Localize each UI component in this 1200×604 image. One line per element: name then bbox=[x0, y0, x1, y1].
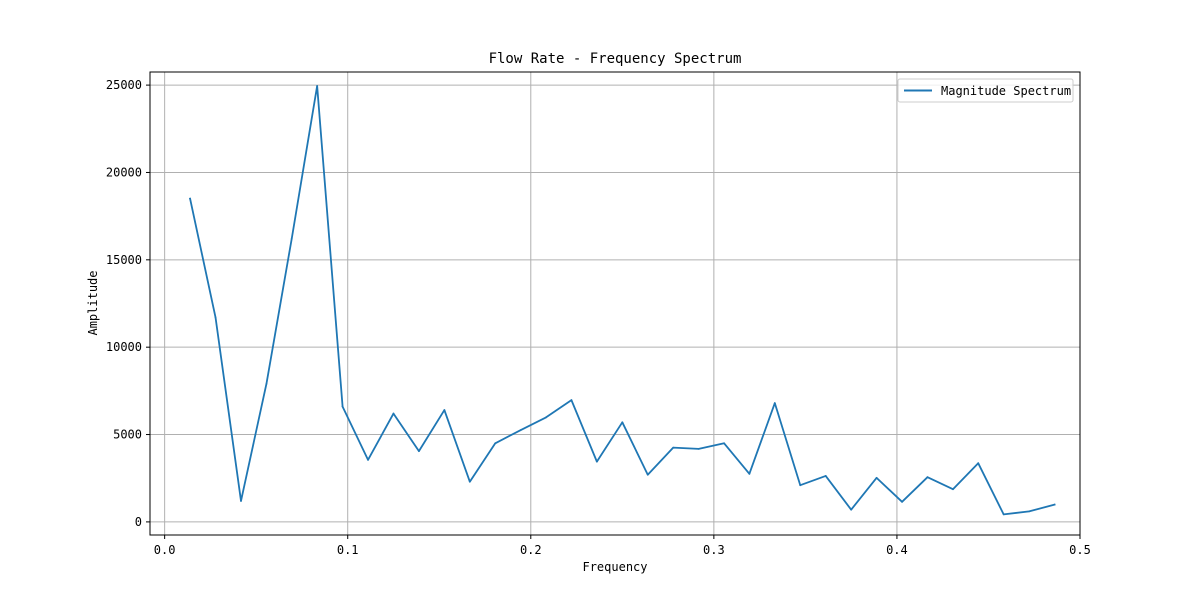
data-point bbox=[468, 480, 471, 483]
data-point bbox=[545, 416, 547, 419]
x-tick-label: 0.1 bbox=[337, 543, 359, 557]
x-tick-label: 0.4 bbox=[886, 543, 908, 557]
data-point bbox=[875, 476, 878, 479]
data-point bbox=[418, 450, 420, 453]
data-point bbox=[570, 399, 573, 402]
x-tick-label: 0.0 bbox=[154, 543, 176, 557]
data-point bbox=[748, 472, 751, 475]
y-tick-label: 25000 bbox=[106, 78, 142, 92]
data-point bbox=[672, 446, 675, 449]
tick-layer: 0.0 0.1 0.2 0.3 0.4 0.5 0 5000 10000 15000 20000 25… bbox=[106, 78, 1091, 557]
data-point bbox=[240, 500, 242, 502]
x-axis-label: Frequency bbox=[582, 560, 647, 574]
y-tick-label: 0 bbox=[135, 515, 142, 529]
axes-frame bbox=[149, 71, 1081, 536]
data-point bbox=[952, 488, 954, 491]
data-point bbox=[1002, 513, 1005, 516]
series-layer bbox=[189, 85, 1056, 516]
data-point bbox=[646, 473, 649, 476]
legend-box bbox=[897, 78, 1074, 103]
data-point bbox=[316, 85, 319, 87]
data-point bbox=[773, 402, 776, 404]
data-point bbox=[1053, 503, 1056, 506]
data-point bbox=[519, 429, 522, 432]
data-point bbox=[290, 237, 293, 240]
y-tick-label: 10000 bbox=[106, 340, 142, 354]
legend: Magnitude Spectrum bbox=[897, 78, 1074, 103]
chart-title: Flow Rate - Frequency Spectrum bbox=[489, 51, 742, 67]
legend-label: Magnitude Spectrum bbox=[941, 84, 1071, 98]
data-point bbox=[926, 476, 929, 479]
y-tick-label: 5000 bbox=[113, 428, 142, 442]
data-point bbox=[621, 421, 624, 424]
data-point bbox=[595, 460, 598, 463]
data-point bbox=[392, 412, 395, 415]
data-point bbox=[367, 458, 369, 461]
plot-area bbox=[150, 72, 1080, 535]
data-point bbox=[341, 405, 344, 408]
data-point bbox=[723, 442, 726, 445]
data-point bbox=[977, 462, 980, 465]
x-tick-label: 0.2 bbox=[520, 543, 542, 557]
data-point bbox=[901, 500, 903, 503]
x-tick-label: 0.5 bbox=[1069, 543, 1091, 557]
data-point bbox=[189, 197, 191, 200]
data-point bbox=[265, 382, 268, 385]
data-point bbox=[697, 447, 700, 450]
data-point bbox=[824, 475, 827, 477]
y-tick-label: 20000 bbox=[106, 165, 142, 179]
y-axis-label: Amplitude bbox=[86, 270, 100, 335]
data-point bbox=[1028, 510, 1031, 513]
data-point bbox=[443, 409, 446, 411]
y-tick-label: 15000 bbox=[106, 253, 142, 267]
data-point bbox=[494, 442, 497, 445]
x-tick-label: 0.3 bbox=[703, 543, 725, 557]
data-point bbox=[850, 508, 853, 511]
data-point bbox=[799, 484, 802, 487]
data-point bbox=[214, 316, 217, 319]
